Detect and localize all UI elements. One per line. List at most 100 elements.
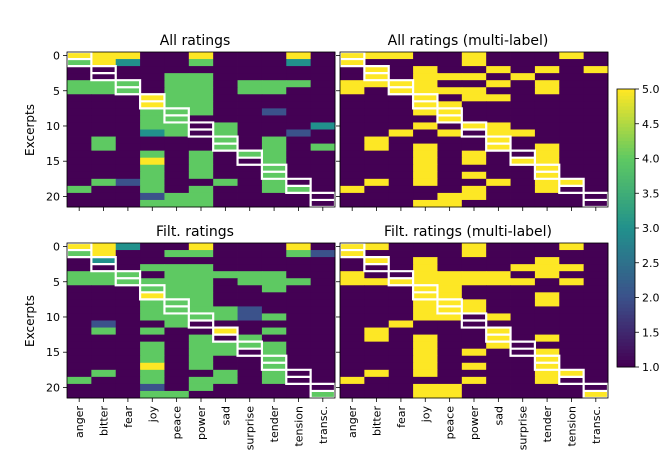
heatmap-cell	[67, 306, 92, 314]
colorbar-segment	[617, 356, 635, 361]
heatmap-cell	[461, 73, 487, 81]
heatmap-cell	[115, 278, 141, 286]
heatmap-cell	[213, 306, 238, 314]
heatmap-cell	[91, 129, 117, 137]
heatmap-cell	[534, 376, 560, 385]
heatmap-cell	[388, 313, 414, 321]
heatmap-cell	[413, 278, 438, 286]
heatmap-cell	[261, 390, 287, 399]
heatmap-cell	[237, 143, 263, 152]
heatmap-cell	[310, 115, 336, 123]
heatmap-cell	[486, 250, 511, 258]
heatmap-cell	[461, 243, 487, 251]
heatmap-cell	[461, 362, 487, 371]
heatmap-cell	[437, 185, 463, 194]
heatmap-cell	[510, 355, 536, 364]
heatmap-cell	[91, 80, 117, 88]
heatmap-cell	[486, 150, 511, 159]
heatmap-cell	[261, 355, 287, 364]
heatmap-cell	[310, 171, 336, 180]
heatmap-cell	[559, 341, 585, 350]
heatmap-cell	[164, 390, 190, 399]
heatmap-cell	[388, 292, 414, 300]
heatmap-cell	[67, 129, 92, 137]
heatmap-cell	[261, 341, 287, 350]
colorbar-segment	[617, 179, 635, 184]
heatmap-cell	[140, 334, 165, 343]
heatmap-cell	[413, 94, 438, 102]
heatmap-cell	[237, 66, 263, 74]
heatmap-cell	[213, 150, 238, 159]
heatmap-cell	[91, 136, 117, 144]
heatmap-cell	[188, 122, 214, 130]
heatmap-cell	[115, 383, 141, 392]
heatmap-cell	[486, 257, 511, 265]
heatmap-cell	[261, 243, 287, 251]
heatmap-cell	[340, 66, 365, 74]
colorbar-segment	[617, 137, 635, 142]
heatmap-cell	[437, 250, 463, 258]
heatmap-cell	[140, 178, 165, 187]
heatmap-cell	[115, 285, 141, 293]
panel-title-3: Filt. ratings	[156, 224, 234, 240]
heatmap-cell	[340, 185, 365, 194]
colorbar-segment	[617, 363, 635, 368]
heatmap-cell	[559, 355, 585, 364]
heatmap-cell	[437, 108, 463, 116]
heatmap-cell	[388, 171, 414, 180]
heatmap-cell	[140, 73, 165, 81]
heatmap-cell	[310, 376, 336, 385]
heatmap-cell	[164, 192, 190, 201]
colorbar-segment	[617, 259, 635, 264]
heatmap-cell	[534, 143, 560, 152]
heatmap-cell	[286, 143, 312, 152]
heatmap-cell	[91, 143, 117, 152]
heatmap-cell	[437, 313, 463, 321]
heatmap-cell	[261, 143, 287, 152]
heatmap-cell	[559, 80, 585, 88]
heatmap-cell	[213, 313, 238, 321]
heatmap-cell	[510, 157, 536, 166]
heatmap-cell	[67, 264, 92, 272]
heatmap-cell	[115, 192, 141, 201]
heatmap-cell	[67, 115, 92, 123]
heatmap-cell	[164, 334, 190, 343]
heatmap-cell	[413, 341, 438, 350]
heatmap-cell	[115, 136, 141, 144]
heatmap-cell	[461, 355, 487, 364]
heatmap-cell	[310, 383, 336, 392]
colorbar-segment	[617, 283, 635, 288]
heatmap-cell	[461, 334, 487, 343]
heatmap-cell	[188, 313, 214, 321]
heatmap-cell	[510, 383, 536, 392]
heatmap-cell	[388, 136, 414, 144]
heatmap-cell	[261, 80, 287, 88]
heatmap-cell	[461, 285, 487, 293]
heatmap-cell	[188, 250, 214, 258]
heatmap-cell	[364, 164, 390, 173]
heatmap-cell	[261, 171, 287, 180]
heatmap-cell	[461, 129, 487, 137]
colorbar-segment	[617, 294, 635, 298]
heatmap-cell	[413, 348, 438, 357]
heatmap-cell	[91, 299, 117, 307]
colorbar-segment	[617, 346, 635, 351]
heatmap-cell	[188, 87, 214, 95]
heatmap-cell	[583, 94, 609, 102]
heatmap-cell	[286, 185, 312, 194]
heatmap-cell	[461, 313, 487, 321]
heatmap-cell	[67, 143, 92, 152]
heatmap-cell	[340, 87, 365, 95]
heatmap-cell	[286, 257, 312, 265]
heatmap-cell	[310, 129, 336, 137]
heatmap-cell	[388, 94, 414, 102]
heatmap-cell	[213, 192, 238, 201]
heatmap-cell	[583, 101, 609, 109]
heatmap-cell	[437, 299, 463, 307]
heatmap-cell	[286, 115, 312, 123]
heatmap-cell	[188, 143, 214, 152]
heatmap-cell	[510, 66, 536, 74]
colorbar-segment	[617, 353, 635, 358]
heatmap-panel-3: 0 5 10 15 20 anger bitter fear joy peace power sad s…	[46, 241, 337, 450]
heatmap-cell	[583, 164, 609, 173]
